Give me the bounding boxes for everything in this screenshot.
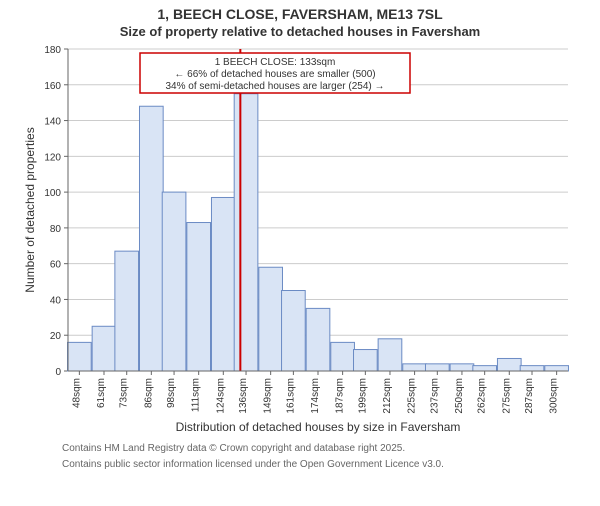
y-tick-label: 180 bbox=[44, 45, 61, 56]
x-tick-label: 61sqm bbox=[96, 378, 107, 408]
y-axis-label: Number of detached properties bbox=[23, 127, 37, 292]
chart-svg: 0 20 40 60 80 100 120 140 160 180 48sqm 61sqm 73sqm 8… bbox=[20, 39, 580, 439]
histogram-bar bbox=[259, 267, 283, 371]
histogram-bar bbox=[520, 366, 544, 371]
annotation-line2: ← 66% of detached houses are smaller (50… bbox=[174, 69, 375, 80]
histogram-bar bbox=[187, 223, 211, 371]
footnote-1: Contains HM Land Registry data © Crown c… bbox=[62, 443, 600, 455]
x-tick-label: 73sqm bbox=[119, 378, 130, 408]
histogram-bar bbox=[92, 326, 116, 371]
histogram-bar bbox=[425, 364, 449, 371]
histogram-bar bbox=[403, 364, 427, 371]
x-tick-label: 275sqm bbox=[501, 378, 512, 414]
histogram-bar bbox=[211, 197, 235, 371]
x-tick-label: 287sqm bbox=[524, 378, 535, 414]
x-tick-label: 237sqm bbox=[429, 378, 440, 414]
y-tick-label: 40 bbox=[50, 295, 62, 306]
x-tick-label: 262sqm bbox=[477, 378, 488, 414]
x-axis-label: Distribution of detached houses by size … bbox=[176, 420, 461, 434]
y-tick-label: 120 bbox=[44, 152, 61, 163]
x-tick-label: 199sqm bbox=[357, 378, 368, 414]
histogram-bar bbox=[354, 350, 378, 371]
footnote-2: Contains public sector information licen… bbox=[62, 459, 600, 471]
x-tick-label: 225sqm bbox=[407, 378, 418, 414]
x-tick-label: 161sqm bbox=[285, 378, 296, 414]
histogram-bar bbox=[497, 358, 521, 371]
x-tick-label: 124sqm bbox=[215, 378, 226, 414]
y-tick-label: 80 bbox=[50, 224, 62, 235]
histogram-bar bbox=[545, 366, 569, 371]
histogram-chart: 0 20 40 60 80 100 120 140 160 180 48sqm 61sqm 73sqm 8… bbox=[20, 39, 580, 439]
y-tick-label: 160 bbox=[44, 81, 61, 92]
y-tick-label: 20 bbox=[50, 331, 62, 342]
x-tick-label: 86sqm bbox=[143, 378, 154, 408]
histogram-bar bbox=[68, 342, 92, 371]
x-tick-label: 111sqm bbox=[191, 378, 202, 412]
y-tick-label: 140 bbox=[44, 117, 61, 128]
x-tick-label: 212sqm bbox=[382, 378, 393, 414]
x-tick-label: 250sqm bbox=[454, 378, 465, 414]
x-tick-label: 98sqm bbox=[166, 378, 177, 408]
page-title: 1, BEECH CLOSE, FAVERSHAM, ME13 7SL bbox=[0, 6, 600, 22]
histogram-bar bbox=[306, 308, 330, 371]
annotation-line3: 34% of semi-detached houses are larger (… bbox=[165, 81, 384, 92]
histogram-bar bbox=[115, 251, 139, 371]
x-tick-label: 187sqm bbox=[335, 378, 346, 414]
x-tick-label: 136sqm bbox=[238, 378, 249, 414]
histogram-bar bbox=[331, 342, 355, 371]
histogram-bar bbox=[282, 291, 306, 372]
histogram-bar bbox=[378, 339, 402, 371]
y-tick-label: 60 bbox=[50, 260, 62, 271]
histogram-bar bbox=[234, 94, 258, 371]
histogram-bar bbox=[450, 364, 474, 371]
x-tick-label: 300sqm bbox=[549, 378, 560, 414]
x-tick-label: 149sqm bbox=[263, 378, 274, 414]
histogram-bar bbox=[162, 192, 186, 371]
y-tick-label: 100 bbox=[44, 188, 61, 199]
x-tick-label: 48sqm bbox=[71, 378, 82, 408]
y-tick-label: 0 bbox=[55, 367, 61, 378]
page-subtitle: Size of property relative to detached ho… bbox=[0, 24, 600, 39]
annotation-line1: 1 BEECH CLOSE: 133sqm bbox=[215, 57, 336, 68]
histogram-bar bbox=[139, 106, 163, 371]
x-tick-label: 174sqm bbox=[310, 378, 321, 414]
histogram-bar bbox=[473, 366, 497, 371]
